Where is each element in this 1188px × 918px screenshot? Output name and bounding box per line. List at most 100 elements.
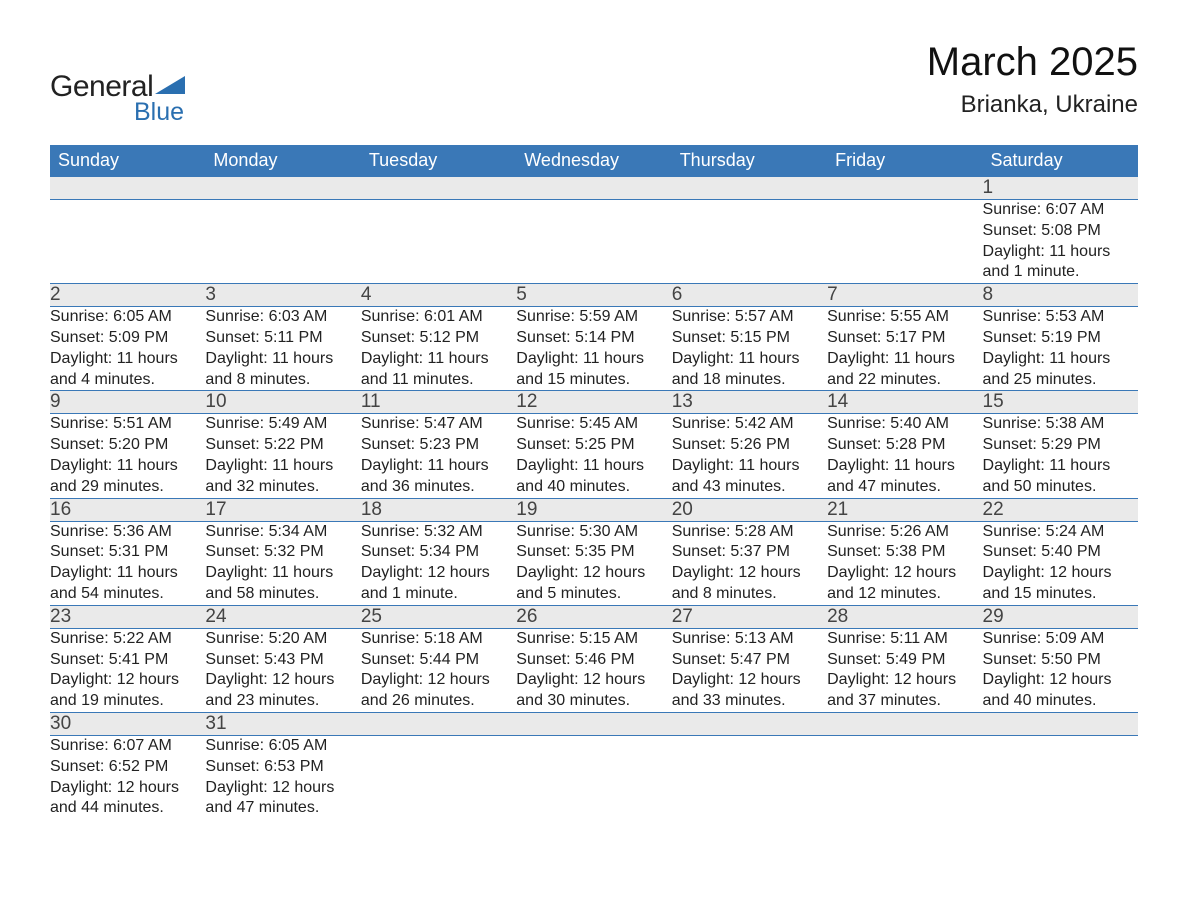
weekday-header: Thursday <box>672 145 827 177</box>
dl1-text: Daylight: 12 hours <box>361 670 516 691</box>
day-info-cell: Sunrise: 5:30 AMSunset: 5:35 PMDaylight:… <box>516 521 671 605</box>
sunset-text: Sunset: 5:09 PM <box>50 328 205 349</box>
dl1-text: Daylight: 11 hours <box>516 349 671 370</box>
sunrise-text: Sunrise: 5:26 AM <box>827 522 982 543</box>
sunset-text: Sunset: 6:53 PM <box>205 757 360 778</box>
dl2-text: and 29 minutes. <box>50 477 205 498</box>
day-info-cell: Sunrise: 5:24 AMSunset: 5:40 PMDaylight:… <box>983 521 1138 605</box>
sunrise-text: Sunrise: 5:53 AM <box>983 307 1138 328</box>
day-info-cell <box>516 200 671 284</box>
dl2-text: and 58 minutes. <box>205 584 360 605</box>
sunset-text: Sunset: 5:14 PM <box>516 328 671 349</box>
day-info-cell <box>361 735 516 819</box>
weekday-header: Tuesday <box>361 145 516 177</box>
sunrise-text: Sunrise: 5:30 AM <box>516 522 671 543</box>
day-info-row: Sunrise: 5:22 AMSunset: 5:41 PMDaylight:… <box>50 628 1138 712</box>
day-info-cell: Sunrise: 5:09 AMSunset: 5:50 PMDaylight:… <box>983 628 1138 712</box>
sunrise-text: Sunrise: 5:55 AM <box>827 307 982 328</box>
sunrise-text: Sunrise: 5:47 AM <box>361 414 516 435</box>
day-info-cell: Sunrise: 5:38 AMSunset: 5:29 PMDaylight:… <box>983 414 1138 498</box>
day-info-cell <box>827 735 982 819</box>
day-info-row: Sunrise: 5:51 AMSunset: 5:20 PMDaylight:… <box>50 414 1138 498</box>
dl1-text: Daylight: 11 hours <box>205 456 360 477</box>
sunrise-text: Sunrise: 5:13 AM <box>672 629 827 650</box>
day-info-cell: Sunrise: 6:07 AMSunset: 5:08 PMDaylight:… <box>983 200 1138 284</box>
dl1-text: Daylight: 12 hours <box>672 563 827 584</box>
dl2-text: and 40 minutes. <box>516 477 671 498</box>
sunrise-text: Sunrise: 5:24 AM <box>983 522 1138 543</box>
dl2-text: and 50 minutes. <box>983 477 1138 498</box>
day-info-cell <box>672 200 827 284</box>
sunset-text: Sunset: 5:47 PM <box>672 650 827 671</box>
day-number-cell <box>827 712 982 735</box>
dl2-text: and 40 minutes. <box>983 691 1138 712</box>
day-number-cell: 22 <box>983 498 1138 521</box>
day-number-cell: 31 <box>205 712 360 735</box>
day-info-cell: Sunrise: 5:22 AMSunset: 5:41 PMDaylight:… <box>50 628 205 712</box>
day-number-cell: 2 <box>50 284 205 307</box>
dl2-text: and 47 minutes. <box>827 477 982 498</box>
dl2-text: and 32 minutes. <box>205 477 360 498</box>
weekday-header: Monday <box>205 145 360 177</box>
sunset-text: Sunset: 5:29 PM <box>983 435 1138 456</box>
day-number-cell <box>983 712 1138 735</box>
day-number-cell <box>205 177 360 200</box>
dl1-text: Daylight: 12 hours <box>516 670 671 691</box>
sunrise-text: Sunrise: 5:49 AM <box>205 414 360 435</box>
day-number-cell <box>672 712 827 735</box>
day-number-cell: 5 <box>516 284 671 307</box>
sunrise-text: Sunrise: 5:09 AM <box>983 629 1138 650</box>
day-number-cell: 16 <box>50 498 205 521</box>
sunset-text: Sunset: 5:38 PM <box>827 542 982 563</box>
sunrise-text: Sunrise: 5:15 AM <box>516 629 671 650</box>
dl1-text: Daylight: 12 hours <box>983 670 1138 691</box>
logo-triangle-icon <box>155 74 185 96</box>
sunset-text: Sunset: 5:44 PM <box>361 650 516 671</box>
dl2-text: and 5 minutes. <box>516 584 671 605</box>
title-block: March 2025 Brianka, Ukraine <box>927 40 1138 123</box>
sunrise-text: Sunrise: 5:57 AM <box>672 307 827 328</box>
dl2-text: and 44 minutes. <box>50 798 205 819</box>
sunrise-text: Sunrise: 5:51 AM <box>50 414 205 435</box>
sunrise-text: Sunrise: 5:34 AM <box>205 522 360 543</box>
daynum-row: 23242526272829 <box>50 605 1138 628</box>
sunrise-text: Sunrise: 6:01 AM <box>361 307 516 328</box>
weekday-header: Sunday <box>50 145 205 177</box>
day-number-cell: 19 <box>516 498 671 521</box>
day-number-cell: 26 <box>516 605 671 628</box>
calendar-table: Sunday Monday Tuesday Wednesday Thursday… <box>50 145 1138 819</box>
day-number-cell: 28 <box>827 605 982 628</box>
day-number-cell: 6 <box>672 284 827 307</box>
dl2-text: and 4 minutes. <box>50 370 205 391</box>
sunset-text: Sunset: 5:31 PM <box>50 542 205 563</box>
day-info-cell: Sunrise: 6:01 AMSunset: 5:12 PMDaylight:… <box>361 307 516 391</box>
dl1-text: Daylight: 12 hours <box>827 563 982 584</box>
day-info-cell: Sunrise: 5:57 AMSunset: 5:15 PMDaylight:… <box>672 307 827 391</box>
dl2-text: and 47 minutes. <box>205 798 360 819</box>
sunset-text: Sunset: 5:26 PM <box>672 435 827 456</box>
dl1-text: Daylight: 11 hours <box>827 456 982 477</box>
day-info-cell <box>827 200 982 284</box>
sunrise-text: Sunrise: 5:45 AM <box>516 414 671 435</box>
sunrise-text: Sunrise: 5:18 AM <box>361 629 516 650</box>
day-number-cell: 9 <box>50 391 205 414</box>
day-info-row: Sunrise: 6:07 AMSunset: 6:52 PMDaylight:… <box>50 735 1138 819</box>
day-number-cell <box>361 177 516 200</box>
day-info-cell <box>516 735 671 819</box>
sunrise-text: Sunrise: 5:42 AM <box>672 414 827 435</box>
dl2-text: and 1 minute. <box>361 584 516 605</box>
day-info-cell: Sunrise: 5:34 AMSunset: 5:32 PMDaylight:… <box>205 521 360 605</box>
day-info-cell <box>672 735 827 819</box>
day-info-cell: Sunrise: 5:13 AMSunset: 5:47 PMDaylight:… <box>672 628 827 712</box>
dl1-text: Daylight: 11 hours <box>205 349 360 370</box>
day-info-cell: Sunrise: 5:53 AMSunset: 5:19 PMDaylight:… <box>983 307 1138 391</box>
sunrise-text: Sunrise: 5:20 AM <box>205 629 360 650</box>
day-info-cell: Sunrise: 5:28 AMSunset: 5:37 PMDaylight:… <box>672 521 827 605</box>
daynum-row: 2345678 <box>50 284 1138 307</box>
dl2-text: and 25 minutes. <box>983 370 1138 391</box>
sunrise-text: Sunrise: 5:22 AM <box>50 629 205 650</box>
day-number-cell: 18 <box>361 498 516 521</box>
day-number-cell: 10 <box>205 391 360 414</box>
dl2-text: and 30 minutes. <box>516 691 671 712</box>
day-number-cell <box>672 177 827 200</box>
